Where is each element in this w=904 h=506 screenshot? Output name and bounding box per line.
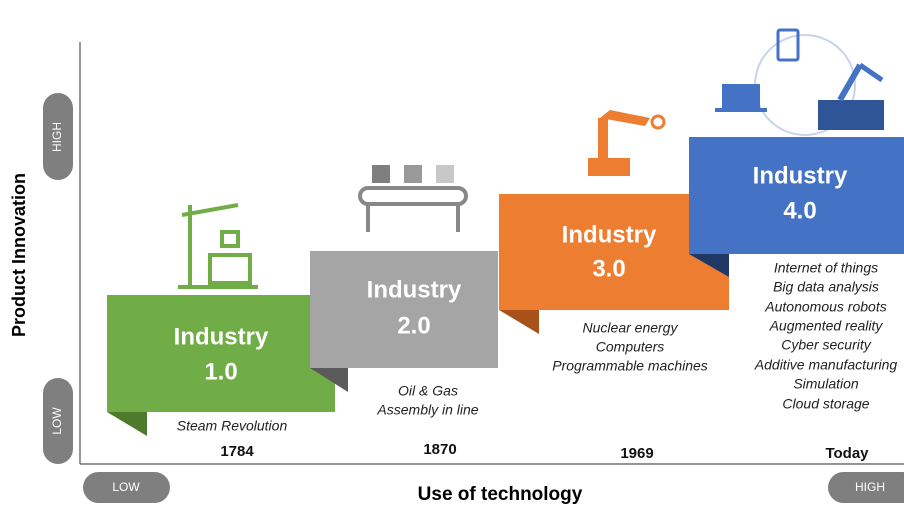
- stage-item: Internet of things: [774, 260, 878, 276]
- stage-item: Cyber security: [781, 337, 871, 353]
- robot-arm-icon: [588, 110, 664, 176]
- stage-version: 2.0: [397, 312, 430, 339]
- stage-banner: [107, 295, 335, 412]
- stage-item: Nuclear energy: [583, 320, 679, 336]
- x-high-label: HIGH: [855, 480, 885, 494]
- x-axis-label: Use of technology: [418, 484, 583, 505]
- y-axis-label: Product Innovation: [9, 173, 29, 337]
- stage-year: 1969: [620, 445, 653, 462]
- y-high-label: HIGH: [50, 122, 64, 152]
- stage-item: Autonomous robots: [764, 299, 886, 315]
- fold: [107, 412, 147, 436]
- y-low-label: LOW: [50, 407, 64, 435]
- stage-item: Simulation: [793, 376, 859, 392]
- stage-item: Cloud storage: [782, 396, 869, 412]
- stage-name: Industry: [174, 323, 269, 350]
- stage-year: Today: [825, 445, 869, 462]
- stage-item: Oil & Gas: [398, 383, 458, 399]
- stage-item: Augmented reality: [769, 318, 884, 334]
- stage-version: 4.0: [783, 197, 816, 224]
- stage-banner: [310, 251, 498, 368]
- conveyor-icon: [360, 165, 466, 232]
- iot-icon: [715, 30, 884, 135]
- fold: [499, 310, 539, 334]
- stage-name: Industry: [753, 162, 848, 189]
- pump-icon: [178, 205, 258, 287]
- infographic: HIGH LOW Product Innovation LOW HIGH Use…: [0, 0, 904, 506]
- stage-item: Computers: [596, 339, 664, 355]
- stage-banner: [689, 137, 904, 254]
- stage-year: 1784: [220, 443, 254, 460]
- stage-item: Additive manufacturing: [754, 357, 898, 373]
- stage-version: 3.0: [592, 255, 625, 282]
- stage-name: Industry: [562, 221, 657, 248]
- stage-item: Big data analysis: [773, 279, 879, 295]
- stage-item: Steam Revolution: [177, 418, 288, 434]
- stage-version: 1.0: [204, 358, 237, 385]
- stage-item: Assembly in line: [376, 402, 478, 418]
- stage-year: 1870: [423, 441, 456, 458]
- stage-name: Industry: [367, 276, 462, 303]
- x-low-label: LOW: [112, 480, 140, 494]
- stage-item: Programmable machines: [552, 358, 708, 374]
